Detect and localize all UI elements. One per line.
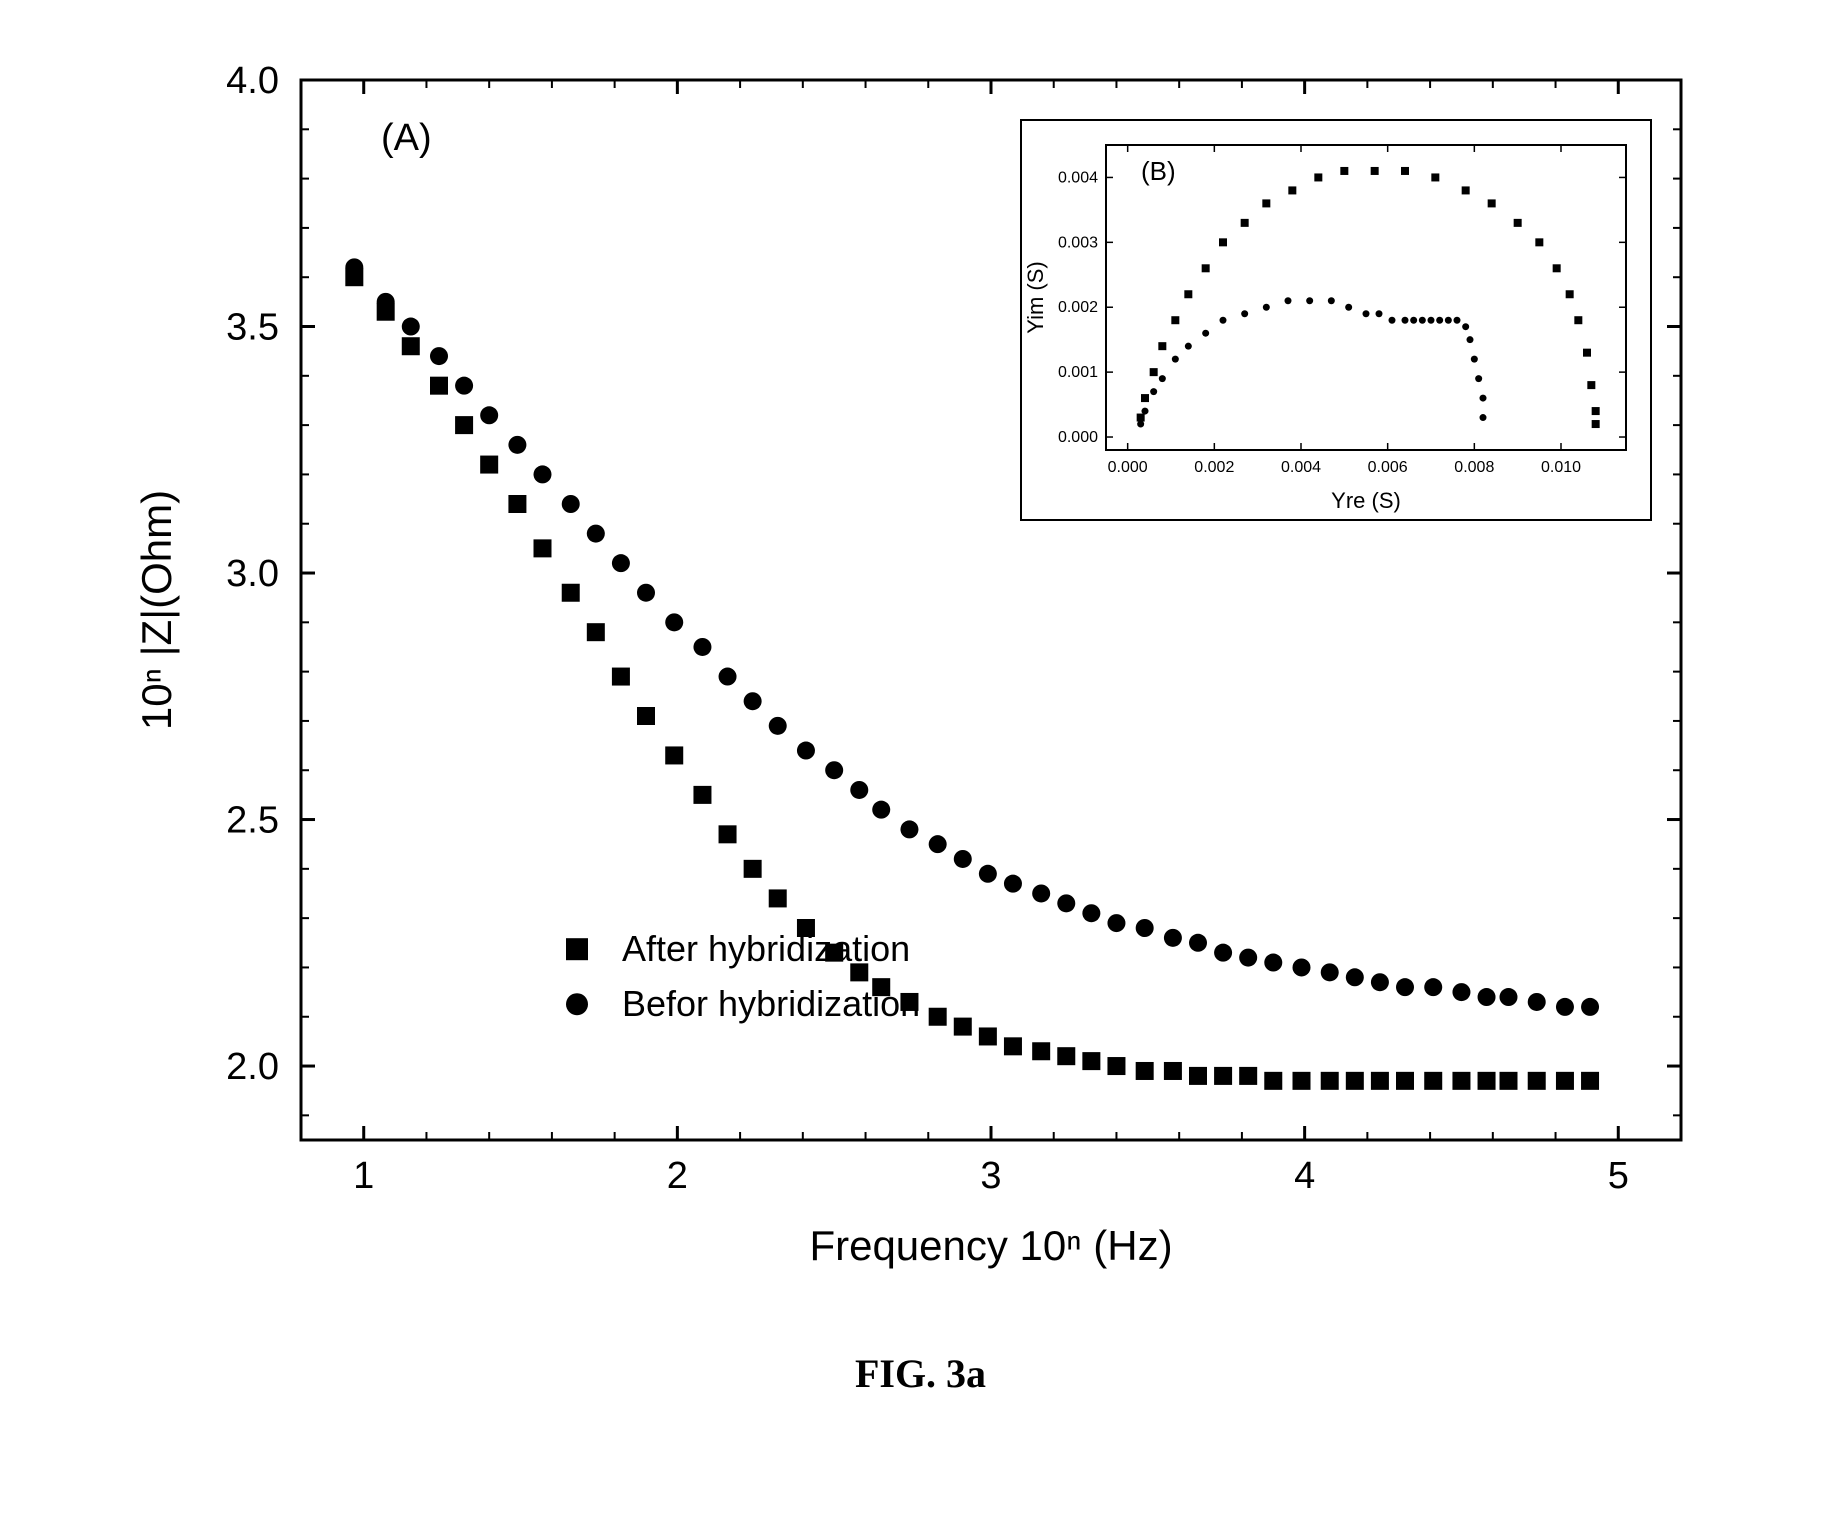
svg-text:5: 5	[1607, 1155, 1628, 1197]
svg-text:4: 4	[1294, 1155, 1315, 1197]
svg-text:2.5: 2.5	[226, 800, 279, 842]
svg-text:2: 2	[666, 1155, 687, 1197]
svg-text:0.003: 0.003	[1057, 234, 1097, 251]
svg-text:0.000: 0.000	[1057, 429, 1097, 446]
svg-text:0.004: 0.004	[1057, 169, 1097, 186]
svg-text:3: 3	[980, 1155, 1001, 1197]
main-chart-svg: 2.0 2.5 3.0 3.5 4.0 1 2 3 4 5 Frequency 10ⁿ (Hz) 10…	[121, 40, 1721, 1320]
svg-text:0.000: 0.000	[1107, 459, 1147, 476]
svg-text:0.006: 0.006	[1367, 459, 1407, 476]
svg-text:4.0: 4.0	[226, 60, 279, 102]
svg-text:0.001: 0.001	[1057, 364, 1097, 381]
svg-text:0.002: 0.002	[1057, 299, 1097, 316]
svg-text:After hybridization: After hybridization	[622, 928, 910, 969]
svg-text:(A): (A)	[381, 117, 432, 159]
svg-text:Yim (S): Yim (S)	[1023, 261, 1048, 334]
svg-text:Frequency 10ⁿ (Hz): Frequency 10ⁿ (Hz)	[809, 1222, 1172, 1269]
svg-text:0.002: 0.002	[1194, 459, 1234, 476]
svg-text:(B): (B)	[1141, 156, 1176, 186]
svg-text:3.5: 3.5	[226, 307, 279, 349]
svg-text:0.008: 0.008	[1454, 459, 1494, 476]
chart-container: 2.0 2.5 3.0 3.5 4.0 1 2 3 4 5 Frequency 10ⁿ (Hz) 10…	[121, 40, 1721, 1320]
svg-text:0.010: 0.010	[1540, 459, 1580, 476]
svg-text:3.0: 3.0	[226, 553, 279, 595]
svg-text:10ⁿ |Z|(Ohm): 10ⁿ |Z|(Ohm)	[133, 490, 180, 730]
svg-text:2.0: 2.0	[226, 1046, 279, 1088]
figure-caption: FIG. 3a	[855, 1350, 986, 1397]
svg-text:Yre (S): Yre (S)	[1331, 488, 1401, 513]
svg-text:Befor hybridization: Befor hybridization	[622, 983, 920, 1024]
svg-text:1: 1	[353, 1155, 374, 1197]
svg-text:0.004: 0.004	[1280, 459, 1320, 476]
